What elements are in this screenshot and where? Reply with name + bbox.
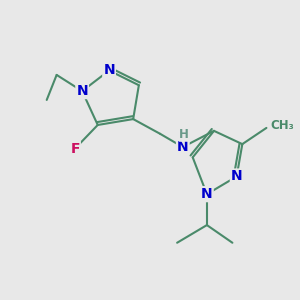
Text: N: N [177, 140, 189, 154]
Text: N: N [201, 187, 213, 201]
Text: N: N [76, 84, 88, 98]
Text: N: N [231, 169, 242, 184]
Text: N: N [103, 64, 115, 77]
Text: F: F [70, 142, 80, 155]
Text: CH₃: CH₃ [271, 119, 294, 132]
Text: H: H [179, 128, 189, 141]
